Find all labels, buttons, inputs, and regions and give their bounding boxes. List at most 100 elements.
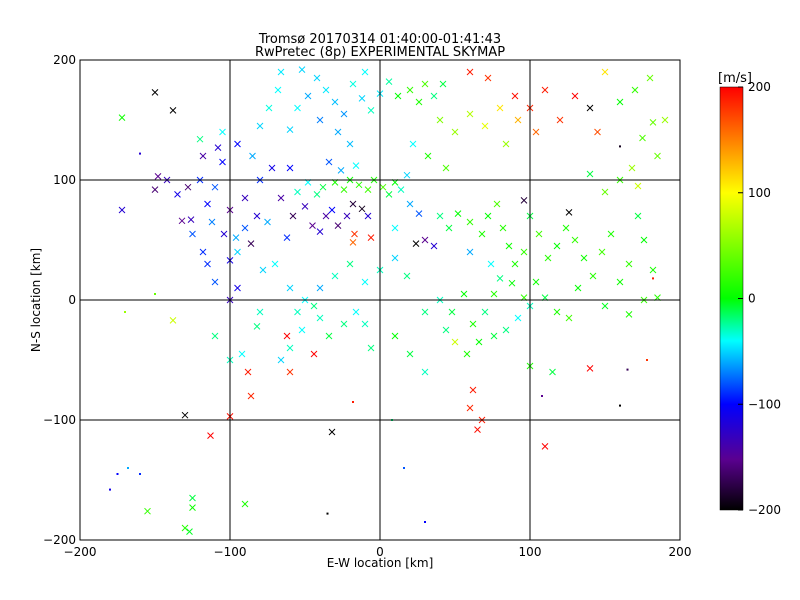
data-point-cross [544,254,552,262]
data-point-cross [265,104,273,112]
colorbar-tick-label: 0 [748,292,756,306]
data-point-cross [478,230,486,238]
data-point-cross [234,248,241,256]
data-point-cross [436,116,444,124]
data-point-cross [144,507,151,515]
data-point-cross [331,272,339,280]
data-point-cross [412,240,420,247]
colorbar-ticks: 200 100 0 −100 −200 [738,80,781,517]
data-point-cross [253,212,261,220]
data-point-cross [502,326,510,334]
data-point-cross [313,191,321,198]
data-point-cross [361,278,369,286]
data-point-cross [424,152,432,160]
plot-frame [79,59,681,541]
data-point-cross [469,386,477,394]
data-point-cross [304,92,312,100]
data-point-cross [463,350,471,358]
data-point-cross [361,320,369,328]
data-point-cross [238,350,246,358]
data-point-cross [358,205,366,213]
grid-lines [80,60,680,540]
data-point-dot [109,488,111,491]
data-point-cross [601,302,609,310]
data-point-cross [469,320,477,328]
data-point-cross [355,181,363,189]
chart-title: Tromsø 20170314 01:40:00-01:41:43 [258,32,501,47]
data-point-cross [181,524,189,532]
data-point-cross [309,222,316,229]
data-point-dot [619,404,621,407]
data-point-cross [649,119,657,126]
data-point-cross [349,239,357,246]
data-point-cross [277,194,285,202]
data-point-cross [661,116,669,124]
data-point-cross [232,234,240,241]
data-point-cross [391,224,399,232]
data-point-cross [541,443,549,450]
data-point-cross [199,152,207,160]
data-point-cross [535,230,543,238]
data-point-cross [151,89,159,96]
data-point-dot [424,521,426,523]
data-point-cross [214,144,222,151]
data-point-cross [118,114,126,121]
data-point-cross [451,338,459,346]
data-point-cross [601,68,609,76]
data-point-cross [286,126,294,133]
data-point-cross [189,504,196,511]
data-point-cross [391,332,399,340]
data-point-cross [421,236,429,244]
data-point-cross [586,365,594,372]
data-point-cross [625,311,633,318]
x-axis-ticks: −200 −100 0 100 200 [64,545,692,559]
data-point-cross [394,92,402,100]
data-point-cross [283,332,291,340]
data-point-cross [397,186,405,193]
data-point-cross [415,210,423,217]
data-point-cross [316,228,324,235]
data-point-cross [436,212,444,220]
data-point-cross [406,200,414,208]
data-point-cross [571,92,579,100]
data-point-cross [169,317,177,324]
data-point-cross [385,191,393,198]
data-point-cross [367,107,375,114]
data-point-cross [186,528,193,535]
data-point-cross [442,326,450,334]
data-point-cross [430,92,438,100]
data-point-cross [625,260,633,268]
data-point-cross [634,212,642,220]
data-point-cross [241,500,249,508]
data-point-cross [169,107,177,114]
data-point-cross [234,284,241,292]
data-point-cross [511,260,519,268]
data-point-cross [204,200,211,208]
data-point-cross [181,411,189,419]
data-point-cross [334,128,342,136]
data-point-cross [493,200,501,208]
data-point-cross [286,284,294,292]
data-point-cross [220,230,228,238]
data-point-cross [466,68,474,76]
x-tick-label: 200 [669,545,692,559]
data-point-cross [475,338,483,346]
colorbar-tick-label: 200 [748,80,771,94]
data-point-dot [326,512,329,515]
data-point-cross [553,242,561,250]
data-point-cross [481,122,489,130]
data-point-cross [490,332,498,340]
data-point-cross [211,278,219,286]
y-tick-label: −100 [43,413,76,427]
data-point-dot [626,368,629,371]
data-point-cross [241,224,249,232]
data-point-cross [352,308,360,316]
data-point-cross [322,212,330,220]
data-point-cross [219,128,226,136]
data-point-cross [481,308,489,316]
data-point-cross [234,140,241,148]
data-point-cross [247,392,255,400]
data-point-cross [294,308,301,316]
data-point-dot [154,293,156,295]
data-point-cross [294,188,301,196]
